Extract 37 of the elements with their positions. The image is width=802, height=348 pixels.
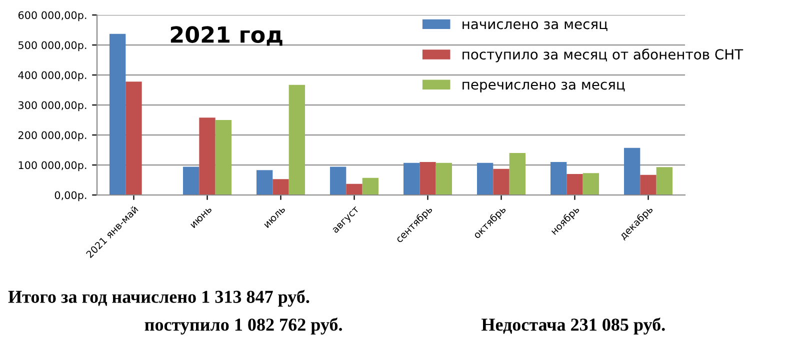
bar: [362, 178, 379, 195]
bar: [476, 162, 494, 195]
bar: [330, 166, 346, 195]
chart-title: 2021 год: [170, 26, 282, 46]
y-tick-label: 100 000,00р.: [18, 161, 86, 172]
y-tick-label: 600 000,00р.: [18, 11, 86, 22]
bar: [582, 173, 600, 195]
legend-label: поступило за месяц от абонентов СНТ: [462, 48, 744, 62]
bar: [550, 162, 567, 195]
bar: [215, 120, 232, 195]
bar: [420, 162, 436, 195]
text: Недостача 231 085 руб.: [482, 318, 665, 334]
text: поступило 1 082 762 руб.: [144, 318, 342, 334]
bar: [436, 162, 452, 195]
bar: [272, 179, 289, 195]
legend-label: перечислено за месяц: [462, 82, 625, 92]
bar: [493, 168, 510, 195]
text: Итого за год начислено 1 313 847 руб.: [8, 290, 310, 307]
y-tick-label: 500 000,00р.: [18, 41, 86, 52]
bar: [403, 162, 420, 195]
bar: [109, 34, 126, 195]
bar: [346, 184, 362, 195]
legend-label: начислено за месяц: [462, 21, 608, 31]
bar: [199, 118, 216, 195]
bar: [566, 174, 583, 195]
bar: [509, 153, 526, 195]
bar: [624, 148, 640, 195]
bar: [640, 174, 656, 195]
bar: [256, 170, 273, 195]
bar: [656, 167, 673, 195]
y-tick-label: 200 000,00р.: [18, 131, 86, 142]
y-tick-label: 0,00р.: [54, 191, 86, 202]
bar: [126, 82, 142, 195]
y-tick-label: 300 000,00р.: [18, 101, 86, 112]
y-tick-label: 400 000,00р.: [18, 71, 86, 82]
bar: [288, 84, 306, 195]
bar: [182, 166, 200, 195]
